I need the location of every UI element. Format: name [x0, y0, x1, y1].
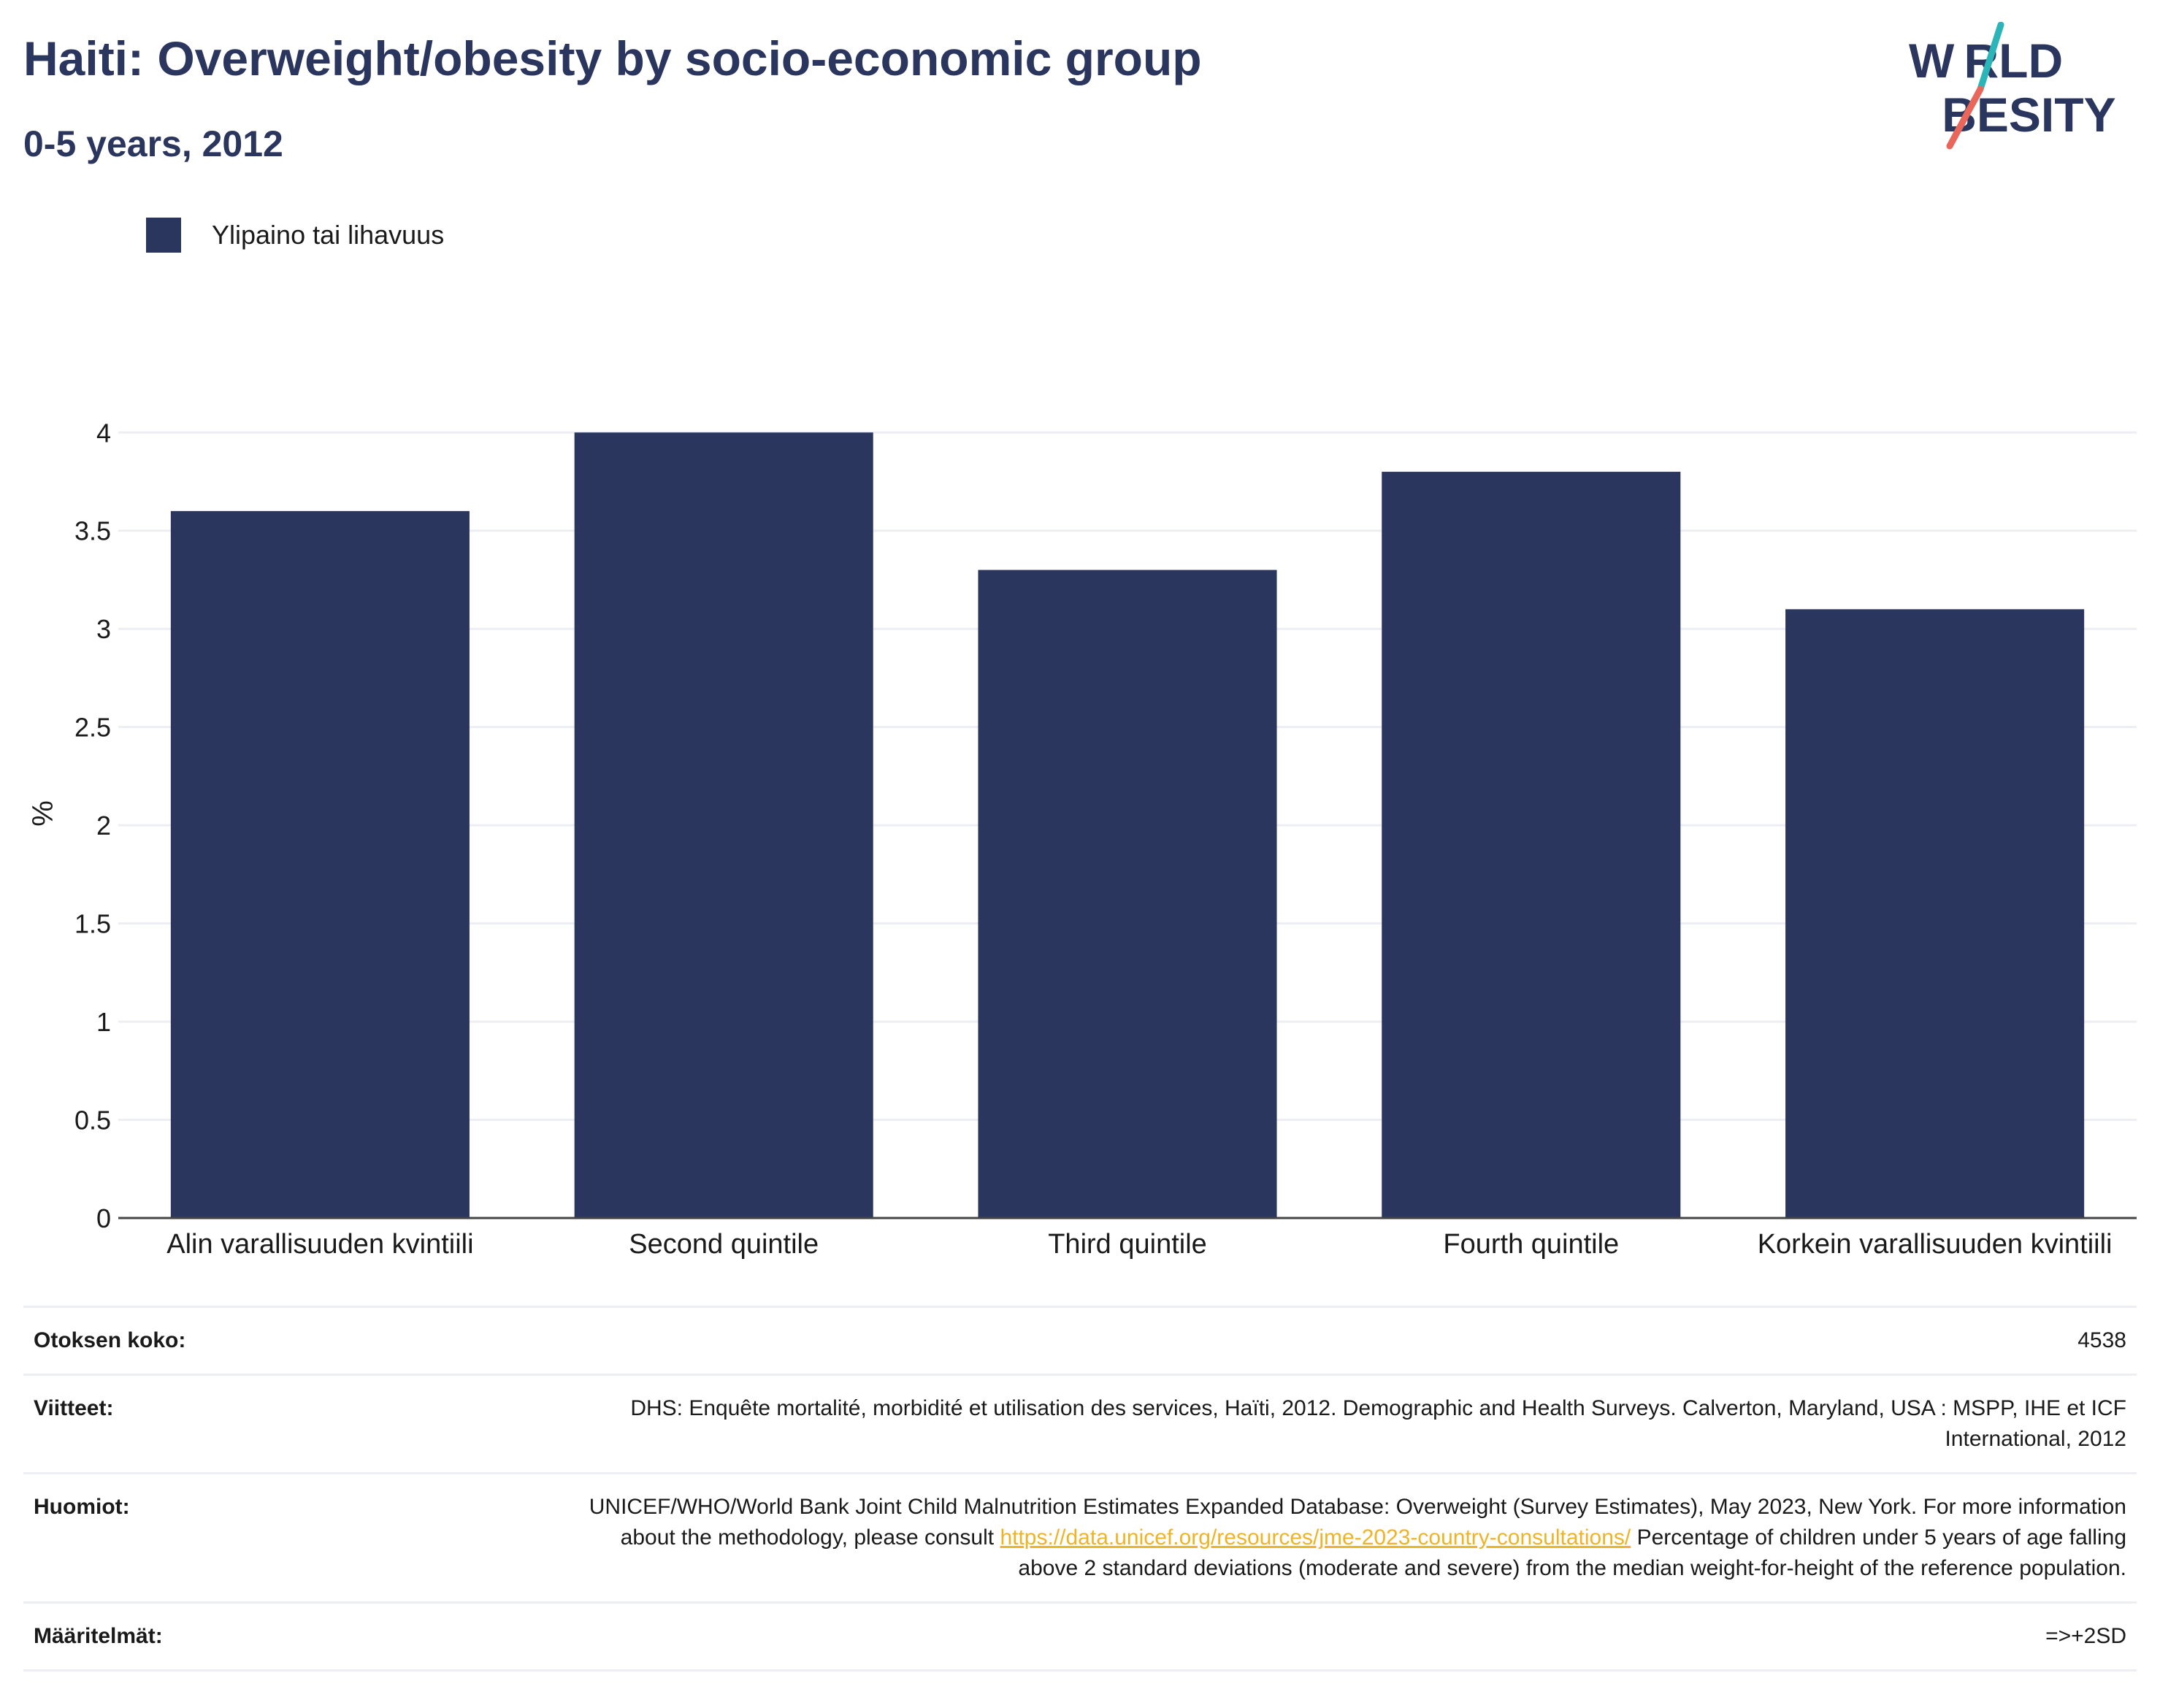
bar: [170, 510, 470, 1218]
y-tick-label: 2.5: [74, 713, 111, 743]
y-tick-label: 0.5: [74, 1106, 111, 1136]
info-row-notes: Huomiot: UNICEF/WHO/World Bank Joint Chi…: [23, 1472, 2137, 1601]
y-tick-label: 1: [96, 1007, 111, 1037]
info-row-sample-size: Otoksen koko: 4538: [23, 1306, 2137, 1374]
y-tick-label: 3: [96, 614, 111, 644]
references-label: Viitteet:: [34, 1396, 114, 1420]
x-tick-label: Third quintile: [1048, 1229, 1207, 1260]
notes-value: UNICEF/WHO/World Bank Joint Child Malnut…: [556, 1492, 2126, 1584]
chart-legend: Ylipaino tai lihavuus: [146, 218, 444, 253]
y-tick-label: 1.5: [74, 909, 111, 939]
logo-line-2: BESITY: [1932, 88, 2116, 142]
notes-text-1: UNICEF/WHO/World Bank Joint Child Malnut…: [589, 1495, 2126, 1550]
y-tick-label: 4: [96, 418, 111, 448]
info-table: Otoksen koko: 4538 Viitteet: DHS: Enquêt…: [23, 1306, 2137, 1671]
logo-slash-coral: [1946, 85, 1984, 150]
x-tick-label: Second quintile: [629, 1229, 819, 1260]
logo-slash-teal: [1977, 22, 2004, 93]
bar-chart: 0 0.5 1 1.5 2 2.5 3 3.5 4 Alin varallisuuden kvin…: [27, 418, 2137, 1260]
sample-size-value: 4538: [2077, 1328, 2126, 1352]
notes-text-2: Percentage of children under 5 years of …: [1018, 1525, 2126, 1580]
sample-size-label: Otoksen koko:: [34, 1328, 186, 1352]
notes-label: Huomiot:: [34, 1495, 130, 1519]
info-row-definitions: Määritelmät: =>+2SD: [23, 1601, 2137, 1671]
y-axis-title: %: [27, 800, 59, 827]
x-tick-label: Korkein varallisuuden kvintiili: [1758, 1229, 2113, 1260]
bar: [574, 432, 873, 1218]
x-tick-label: Alin varallisuuden kvintiili: [166, 1229, 473, 1260]
world-obesity-logo: W RLD BESITY: [1909, 22, 2116, 150]
y-tick-label: 0: [96, 1203, 111, 1233]
legend-label: Ylipaino tai lihavuus: [212, 220, 445, 250]
info-row-references: Viitteet: DHS: Enquête mortalité, morbid…: [23, 1374, 2137, 1472]
bar: [1785, 609, 2085, 1218]
definitions-label: Määritelmät:: [34, 1624, 163, 1648]
page-subtitle: 0-5 years, 2012: [23, 123, 283, 164]
definitions-value: =>+2SD: [2045, 1624, 2126, 1648]
bar: [978, 570, 1277, 1218]
x-tick-label: Fourth quintile: [1443, 1229, 1619, 1260]
bar: [1382, 472, 1681, 1218]
legend-swatch: [146, 218, 181, 253]
y-tick-label: 2: [96, 811, 111, 840]
page-title: Haiti: Overweight/obesity by socio-econo…: [23, 31, 1202, 85]
methodology-link[interactable]: https://data.unicef.org/resources/jme-20…: [1000, 1525, 1631, 1550]
references-value: DHS: Enquête mortalité, morbidité et uti…: [630, 1396, 2126, 1451]
y-tick-label: 3.5: [74, 516, 111, 546]
